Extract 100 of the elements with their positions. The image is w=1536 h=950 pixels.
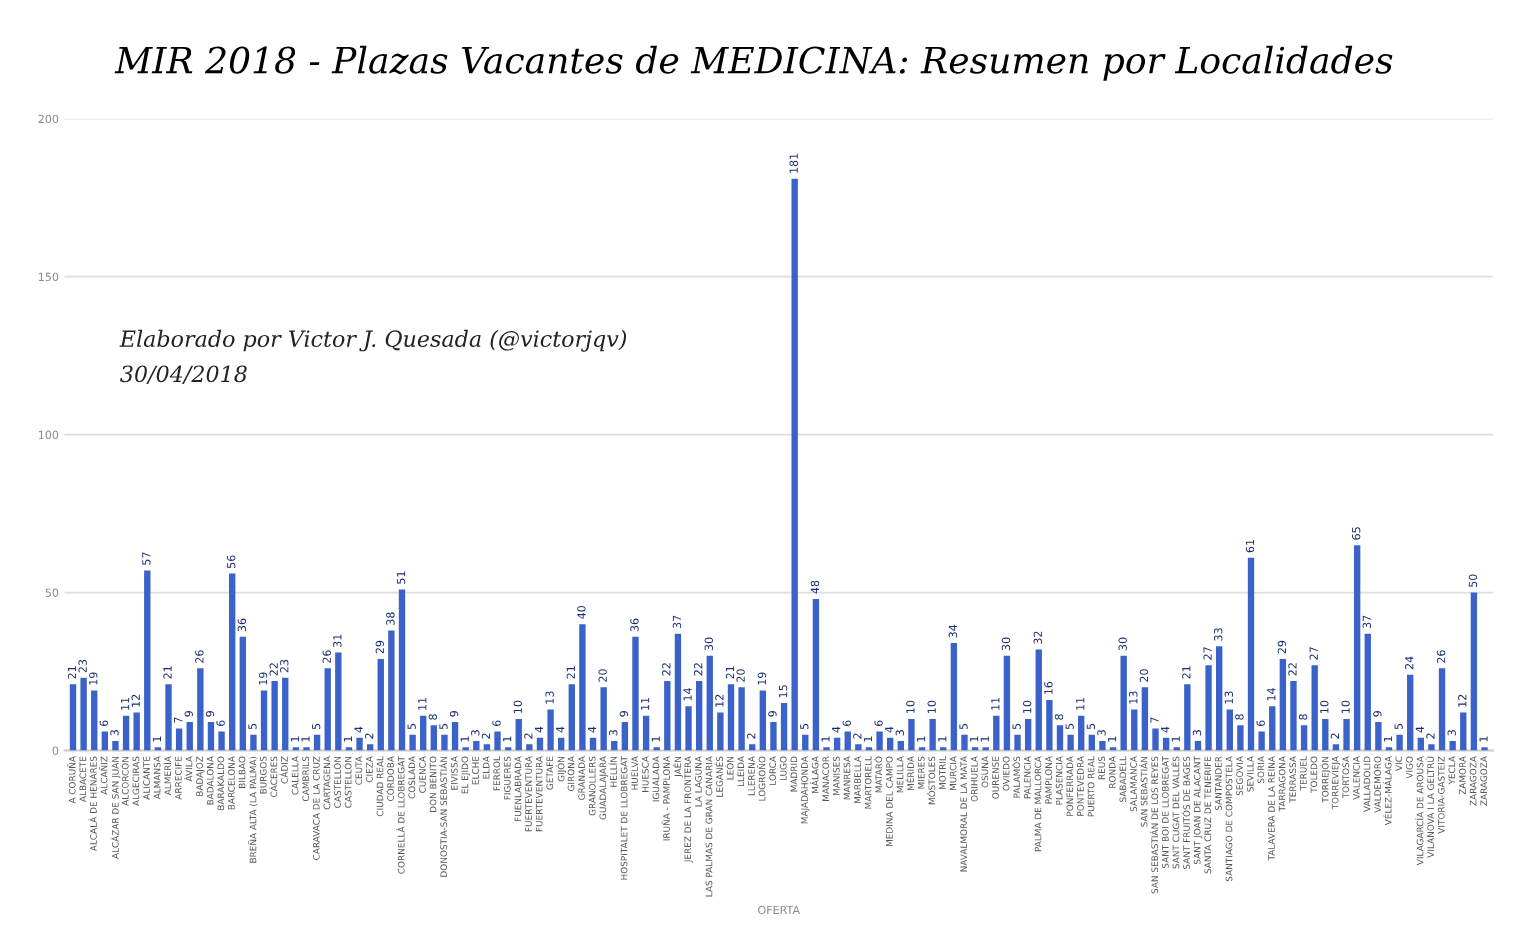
bar bbox=[1024, 718, 1032, 751]
bar bbox=[1438, 668, 1446, 751]
bar bbox=[812, 598, 820, 751]
bar bbox=[1449, 741, 1456, 751]
bar bbox=[186, 722, 193, 751]
bar bbox=[547, 709, 554, 751]
bar bbox=[1035, 649, 1042, 751]
bar bbox=[1152, 728, 1159, 751]
bar bbox=[1279, 658, 1287, 751]
bar bbox=[1141, 687, 1149, 751]
bar bbox=[770, 722, 777, 751]
bar bbox=[1322, 718, 1329, 751]
bar bbox=[1343, 718, 1350, 751]
bar bbox=[887, 737, 894, 751]
bar bbox=[1056, 725, 1064, 751]
bar bbox=[282, 677, 289, 751]
bar bbox=[664, 681, 671, 751]
bar bbox=[324, 668, 331, 751]
bar bbox=[366, 744, 374, 751]
bar bbox=[144, 570, 151, 751]
bar bbox=[377, 658, 384, 751]
bar bbox=[589, 737, 597, 751]
bar bbox=[759, 690, 767, 751]
bar bbox=[727, 684, 735, 751]
bar bbox=[1460, 712, 1467, 751]
bar bbox=[1290, 681, 1297, 751]
bar bbox=[780, 703, 788, 751]
bar bbox=[558, 737, 565, 751]
bar bbox=[1046, 699, 1053, 751]
bar bbox=[876, 731, 883, 751]
bar bbox=[993, 715, 1000, 751]
bar bbox=[685, 706, 692, 751]
bar bbox=[69, 684, 77, 751]
bar bbox=[961, 734, 968, 751]
bar bbox=[451, 722, 459, 751]
bar bbox=[1205, 665, 1212, 751]
bar bbox=[1332, 744, 1340, 751]
bar bbox=[1078, 715, 1085, 751]
bar bbox=[229, 573, 236, 751]
bar bbox=[950, 643, 958, 751]
bar bbox=[80, 677, 87, 751]
bar bbox=[1428, 744, 1435, 751]
bar bbox=[1258, 731, 1265, 751]
bar bbox=[929, 718, 936, 751]
bar bbox=[1407, 674, 1414, 751]
bar bbox=[430, 725, 438, 751]
bar bbox=[398, 589, 406, 751]
bar bbox=[1099, 741, 1106, 751]
bar bbox=[1396, 734, 1403, 751]
bar bbox=[717, 712, 724, 751]
bar bbox=[1003, 655, 1011, 751]
bar bbox=[356, 737, 363, 751]
bar bbox=[1014, 734, 1021, 751]
bar bbox=[1300, 725, 1308, 751]
bar bbox=[1375, 722, 1382, 751]
bar bbox=[749, 744, 756, 751]
bar bbox=[91, 690, 98, 751]
bar bbox=[388, 630, 395, 751]
bar bbox=[197, 668, 204, 751]
bar bbox=[568, 684, 575, 751]
bar bbox=[621, 722, 629, 751]
bar bbox=[515, 718, 522, 751]
bar bbox=[1216, 646, 1223, 751]
bar bbox=[1131, 709, 1138, 751]
bar bbox=[579, 624, 586, 751]
bar bbox=[897, 741, 904, 751]
bar bbox=[133, 712, 140, 751]
bar bbox=[674, 633, 682, 751]
bar bbox=[791, 178, 798, 751]
annotation: 30/04/2018 bbox=[120, 365, 247, 384]
bar bbox=[175, 728, 183, 751]
bar bbox=[1311, 665, 1318, 751]
bar bbox=[483, 744, 491, 751]
bar bbox=[473, 741, 480, 751]
bar bbox=[1353, 545, 1361, 751]
bar bbox=[833, 737, 841, 751]
bar bbox=[1194, 741, 1202, 751]
bar bbox=[207, 722, 215, 751]
bar bbox=[1162, 737, 1170, 751]
bar bbox=[1237, 725, 1244, 751]
bar bbox=[112, 741, 119, 751]
bar bbox=[526, 744, 533, 751]
bar bbox=[1067, 734, 1074, 751]
bar bbox=[1184, 684, 1191, 751]
bar bbox=[335, 652, 342, 751]
bar bbox=[908, 718, 915, 751]
bar bbox=[1120, 655, 1127, 751]
annotation: Elaborado por Victor J. Quesada (@victorjqv) bbox=[119, 329, 627, 352]
bar bbox=[1269, 706, 1276, 751]
bar bbox=[855, 744, 862, 751]
bar bbox=[250, 734, 257, 751]
bar bbox=[165, 684, 172, 751]
bar bbox=[1470, 592, 1478, 751]
bar bbox=[1247, 557, 1255, 751]
bar bbox=[260, 690, 268, 751]
chart-title: MIR 2018 - Plazas Vacantes de MEDICINA: Resumen por Localidades bbox=[114, 45, 1393, 81]
bar bbox=[239, 636, 246, 751]
bar bbox=[218, 731, 225, 751]
bar bbox=[611, 741, 618, 751]
bar bbox=[271, 681, 278, 751]
